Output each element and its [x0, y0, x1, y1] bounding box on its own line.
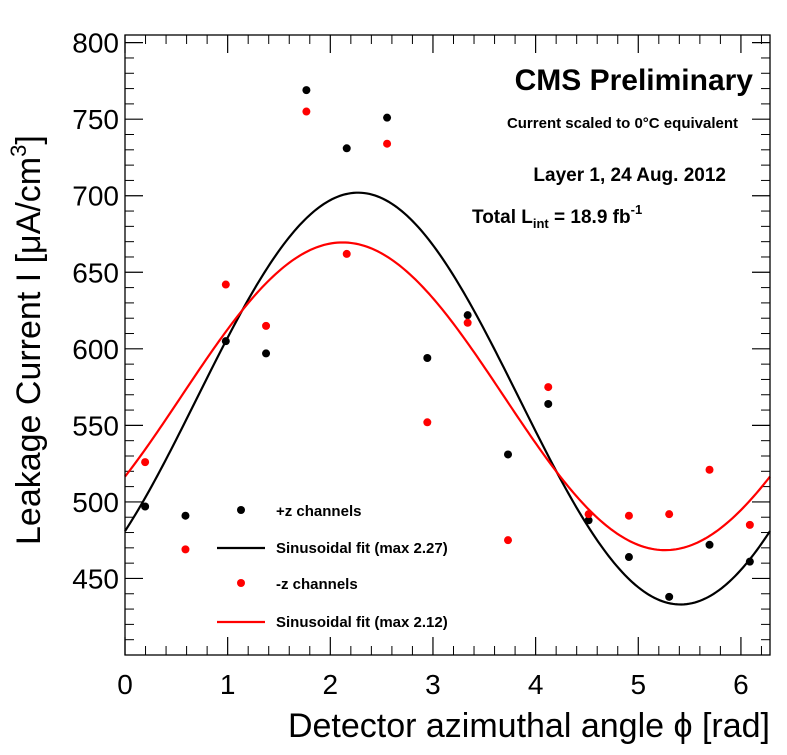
minus-z-data-point — [745, 520, 754, 529]
lumi-subscript: int — [533, 216, 550, 231]
y-axis-label-sup: 3 — [6, 145, 31, 157]
minus-z-data-point — [342, 249, 351, 258]
axes-layer: 0 1 2 3 4 5 6 450 500 550 600 650 700 750 800 — [72, 28, 770, 700]
plus-z-data-point — [423, 354, 432, 363]
y-tick-label: 700 — [72, 181, 119, 212]
plus-z-data-point — [383, 113, 392, 122]
legend-label-0: +z channels — [276, 503, 361, 520]
plus-z-data-point — [181, 511, 190, 520]
minus-z-data-point — [383, 139, 392, 148]
minus-z-data-point — [504, 536, 513, 545]
plus-z-data-point — [262, 349, 271, 358]
y-tick-label: 750 — [72, 104, 119, 135]
x-axis-label: Detector azimuthal angle ϕ [rad] — [288, 707, 770, 745]
plus-z-data-point — [745, 557, 754, 566]
y-tick-label: 550 — [72, 410, 119, 441]
y-axis-label-main: Leakage Current I [μA/cm — [10, 157, 48, 545]
legend-marker-2 — [237, 579, 245, 587]
minus-z-data-point — [463, 318, 472, 327]
plus-z-data-point — [665, 592, 674, 601]
x-tick-label: 6 — [733, 669, 749, 700]
legend-label-2: -z channels — [276, 576, 358, 593]
legend-label-3: Sinusoidal fit (max 2.12) — [276, 614, 448, 631]
minus-z-data-point — [302, 107, 311, 116]
minus-z-data-point — [262, 321, 271, 330]
y-tick-label: 650 — [72, 257, 119, 288]
data-points — [141, 86, 754, 601]
plus-z-data-point — [302, 86, 311, 95]
x-tick-label: 5 — [630, 669, 646, 700]
fit-curve-plus-z — [124, 191, 771, 606]
x-tick-label: 0 — [117, 669, 133, 700]
y-axis-label: Leakage Current I [μA/cm3] — [6, 135, 48, 545]
chart-title: CMS Preliminary — [515, 64, 754, 97]
chart-subtitle: Current scaled to 0°C equivalent — [507, 115, 738, 132]
lumi-superscript: -1 — [631, 202, 643, 217]
minus-z-data-point — [624, 511, 633, 520]
y-tick-label: 500 — [72, 487, 119, 518]
fit-curve-minus-z — [124, 241, 771, 552]
legend-marker-0 — [237, 506, 245, 514]
minus-z-data-point — [221, 280, 230, 289]
minus-z-data-point — [705, 465, 714, 474]
x-tick-label: 3 — [425, 669, 441, 700]
legend-label-1: Sinusoidal fit (max 2.27) — [276, 540, 448, 557]
plus-z-data-point — [584, 516, 593, 525]
plus-z-data-point — [544, 399, 553, 408]
lumi-annotation: Total Lint = 18.9 fb-1 — [472, 202, 642, 231]
x-tick-label: 1 — [220, 669, 236, 700]
x-tick-label: 2 — [323, 669, 339, 700]
minus-z-data-point — [181, 545, 190, 554]
plot-frame — [124, 34, 771, 656]
plus-z-data-point — [141, 502, 150, 511]
minus-z-data-point — [141, 458, 150, 467]
plus-z-data-point — [342, 144, 351, 153]
y-tick-label: 800 — [72, 28, 119, 59]
minus-z-data-point — [665, 510, 674, 519]
plus-z-data-point — [705, 540, 714, 549]
plus-z-data-point — [624, 553, 633, 562]
y-tick-label: 450 — [72, 563, 119, 594]
plot-frame-box — [124, 34, 771, 656]
plus-z-data-point — [504, 450, 513, 459]
plus-z-data-point — [463, 311, 472, 320]
layer-annotation: Layer 1, 24 Aug. 2012 — [533, 165, 726, 186]
lumi-prefix: Total L — [472, 207, 533, 228]
x-tick-label: 4 — [528, 669, 544, 700]
legend: +z channels Sinusoidal fit (max 2.27) -z c… — [217, 503, 448, 631]
minus-z-data-point — [584, 510, 593, 519]
fit-curves — [124, 191, 771, 606]
lumi-value: = 18.9 fb — [549, 207, 631, 228]
y-axis-label-close: ] — [10, 135, 48, 144]
minus-z-data-point — [544, 383, 553, 392]
plus-z-data-point — [221, 337, 230, 346]
minus-z-data-point — [423, 418, 432, 427]
y-tick-label: 600 — [72, 334, 119, 365]
